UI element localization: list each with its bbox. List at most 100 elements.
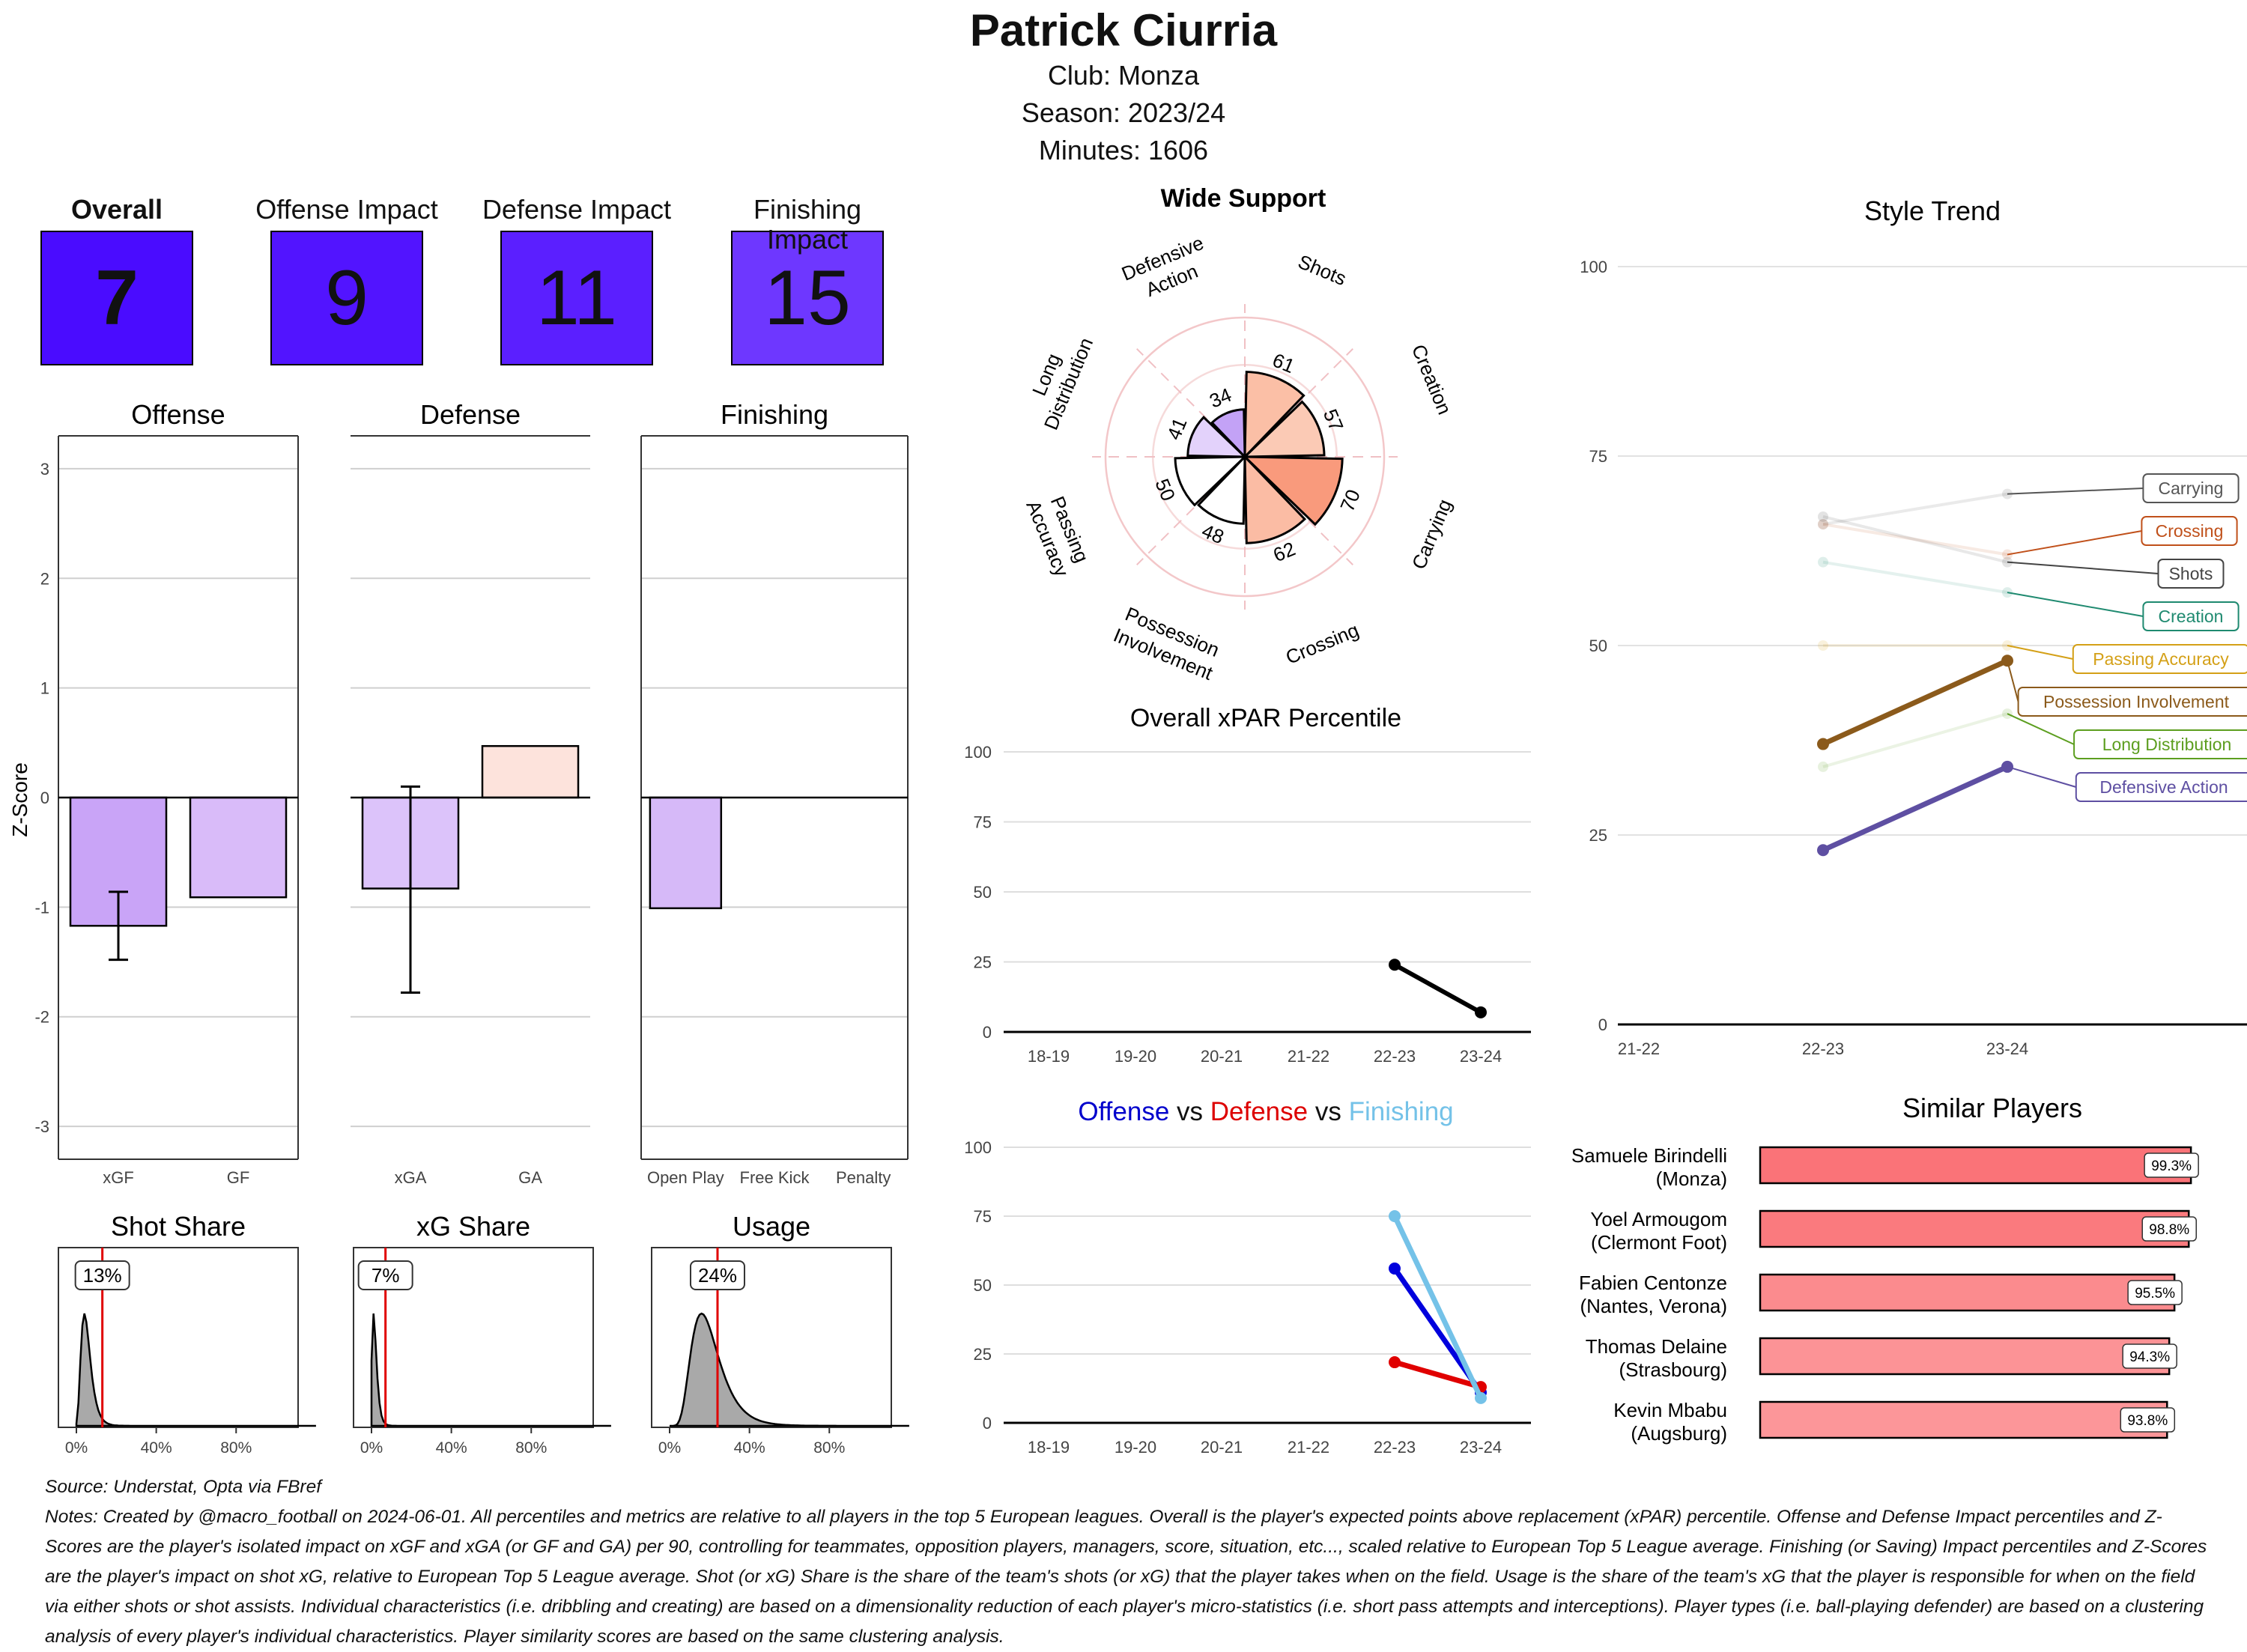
impact-value-box: 7 <box>40 231 193 365</box>
trend-point <box>1817 738 1829 750</box>
y-tick-label: 0 <box>1598 1015 1607 1034</box>
x-tick-label: 40% <box>141 1439 172 1457</box>
series-label: Creation <box>2159 607 2224 626</box>
trend-point <box>1818 511 1828 522</box>
footer: Source: Understat, Opta via FBref Notes:… <box>45 1472 2217 1652</box>
season-line: Season: 2023/24 <box>0 94 2247 132</box>
label-leader <box>2007 488 2144 495</box>
trend-point <box>1818 761 1828 772</box>
series-label: Shots <box>2169 564 2213 583</box>
line-series <box>1389 959 1487 1018</box>
zscore-y-axis: -3 -2 -1 0 1 2 3 Z-Score <box>8 460 49 1136</box>
minutes-value: 1606 <box>1147 135 1209 165</box>
series-label-box <box>2017 687 2247 717</box>
radar-wedge <box>1243 371 1306 460</box>
title-part: Defense <box>1203 1097 1308 1126</box>
trend-point <box>2001 760 2013 773</box>
similarity-label-box <box>2144 1153 2199 1178</box>
zscore-bar <box>189 796 288 899</box>
trend-point <box>1818 519 1828 530</box>
series-label: Passing Accuracy <box>2093 649 2229 669</box>
trend-line <box>1822 523 2008 556</box>
trend-series: Defensive Action <box>1817 760 2247 857</box>
similarity-label: 99.3% <box>2151 1158 2192 1174</box>
y-tick-label: 25 <box>974 1345 992 1364</box>
player-name: Thomas Delaine <box>1586 1335 1727 1358</box>
impact-value-box: 15 <box>731 231 884 365</box>
line-series <box>1389 1356 1487 1394</box>
similarity-label: 98.8% <box>2149 1222 2189 1238</box>
trend-line <box>1822 560 2008 595</box>
wedge-value: 70 <box>1335 486 1365 514</box>
chart-title: Wide Support <box>1161 184 1326 213</box>
y-tick-label: 25 <box>974 953 992 972</box>
y-tick-label: 75 <box>974 813 992 832</box>
series-point <box>1389 959 1401 971</box>
line-series <box>1389 1210 1487 1404</box>
category-label: DefensiveAction <box>1118 231 1216 308</box>
series-point <box>1389 1356 1401 1369</box>
value-label-box <box>689 1260 745 1290</box>
series-line <box>1392 962 1483 1015</box>
ovo-chart: 0 25 50 75 100 18-19 19-20 20-21 21-22 22-23 23-24… <box>964 1097 1531 1457</box>
xpar-chart: 0 25 50 75 100 18-19 19-20 20-21 21-22 22-23 23-24… <box>964 704 1531 1066</box>
player-club: (Augsburg) <box>1631 1422 1727 1445</box>
x-tick-label: 19-20 <box>1115 1438 1156 1457</box>
x-tick-label: GF <box>227 1168 250 1187</box>
radar-wedge <box>1242 400 1326 458</box>
trend-series: Long Distribution <box>1818 708 2247 772</box>
similar-player-row: Samuele Birindelli(Monza) 99.3% <box>1571 1144 2199 1190</box>
label-leader <box>2007 561 2159 574</box>
density-area <box>670 1312 909 1427</box>
series-line <box>1392 1213 1484 1401</box>
similarity-label-box <box>2141 1216 2197 1242</box>
y-tick-label: -3 <box>34 1117 49 1136</box>
similarity-label: 95.5% <box>2135 1286 2175 1302</box>
similar-player-row: Thomas Delaine(Strasbourg) 94.3% <box>1586 1335 2177 1381</box>
y-tick-label: 50 <box>974 883 992 902</box>
trend-line <box>1822 492 2008 526</box>
x-tick-label: 21-22 <box>1618 1039 1660 1058</box>
panel-frame <box>651 1247 892 1428</box>
category-label: Crossing <box>1282 619 1362 669</box>
category-label-line: Creation <box>1407 341 1456 418</box>
series-label-box <box>2142 473 2240 503</box>
y-tick-label: 1 <box>40 679 49 698</box>
x-tick-label: 21-22 <box>1288 1438 1329 1457</box>
impact-value-box: 9 <box>270 231 423 365</box>
zscore-panel: Defense xGA GA <box>351 399 590 1187</box>
series-label-box <box>2073 729 2247 759</box>
label-leader <box>2007 765 2077 788</box>
x-tick-label: Free Kick <box>740 1168 810 1187</box>
trend-series: Carrying <box>1818 473 2240 530</box>
panel-title: Finishing <box>721 399 828 430</box>
label-leader <box>2007 660 2019 702</box>
club-value: Monza <box>1118 60 1200 91</box>
similarity-label: 93.8% <box>2127 1413 2168 1429</box>
category-label-line: Crossing <box>1282 619 1362 669</box>
series-label-box <box>2072 644 2247 674</box>
title-part: vs <box>1169 1097 1203 1126</box>
panel-title: Offense <box>131 399 225 430</box>
y-tick-label: -2 <box>34 1008 49 1027</box>
radar-wedge <box>1210 408 1246 460</box>
title-part: Finishing <box>1341 1097 1454 1126</box>
x-tick-label: xGF <box>103 1168 134 1187</box>
trend-point <box>1817 844 1829 857</box>
trend-line <box>1822 764 2009 853</box>
series-label: Possession Involvement <box>2043 692 2230 711</box>
error-bar <box>401 785 420 994</box>
radar-wedge <box>1174 455 1248 507</box>
chart-title: Overall xPAR Percentile <box>1130 704 1401 732</box>
methodology-notes: Notes: Created by @macro_football on 202… <box>45 1507 2207 1647</box>
radar-wedge <box>1243 454 1307 544</box>
similar-players-chart: Similar Players Samuele Birindelli(Monza)… <box>1571 1093 2199 1445</box>
trend-series: Possession Involvement <box>1817 655 2247 750</box>
similarity-label: 94.3% <box>2129 1349 2170 1365</box>
impact-label: Offense Impact <box>255 194 438 225</box>
value-label-box <box>74 1260 130 1290</box>
title-part: Offense <box>1078 1097 1169 1126</box>
wedge-value: 61 <box>1270 348 1298 377</box>
trend-series: Passing Accuracy <box>1818 640 2247 674</box>
trend-series: Crossing <box>1818 516 2238 560</box>
